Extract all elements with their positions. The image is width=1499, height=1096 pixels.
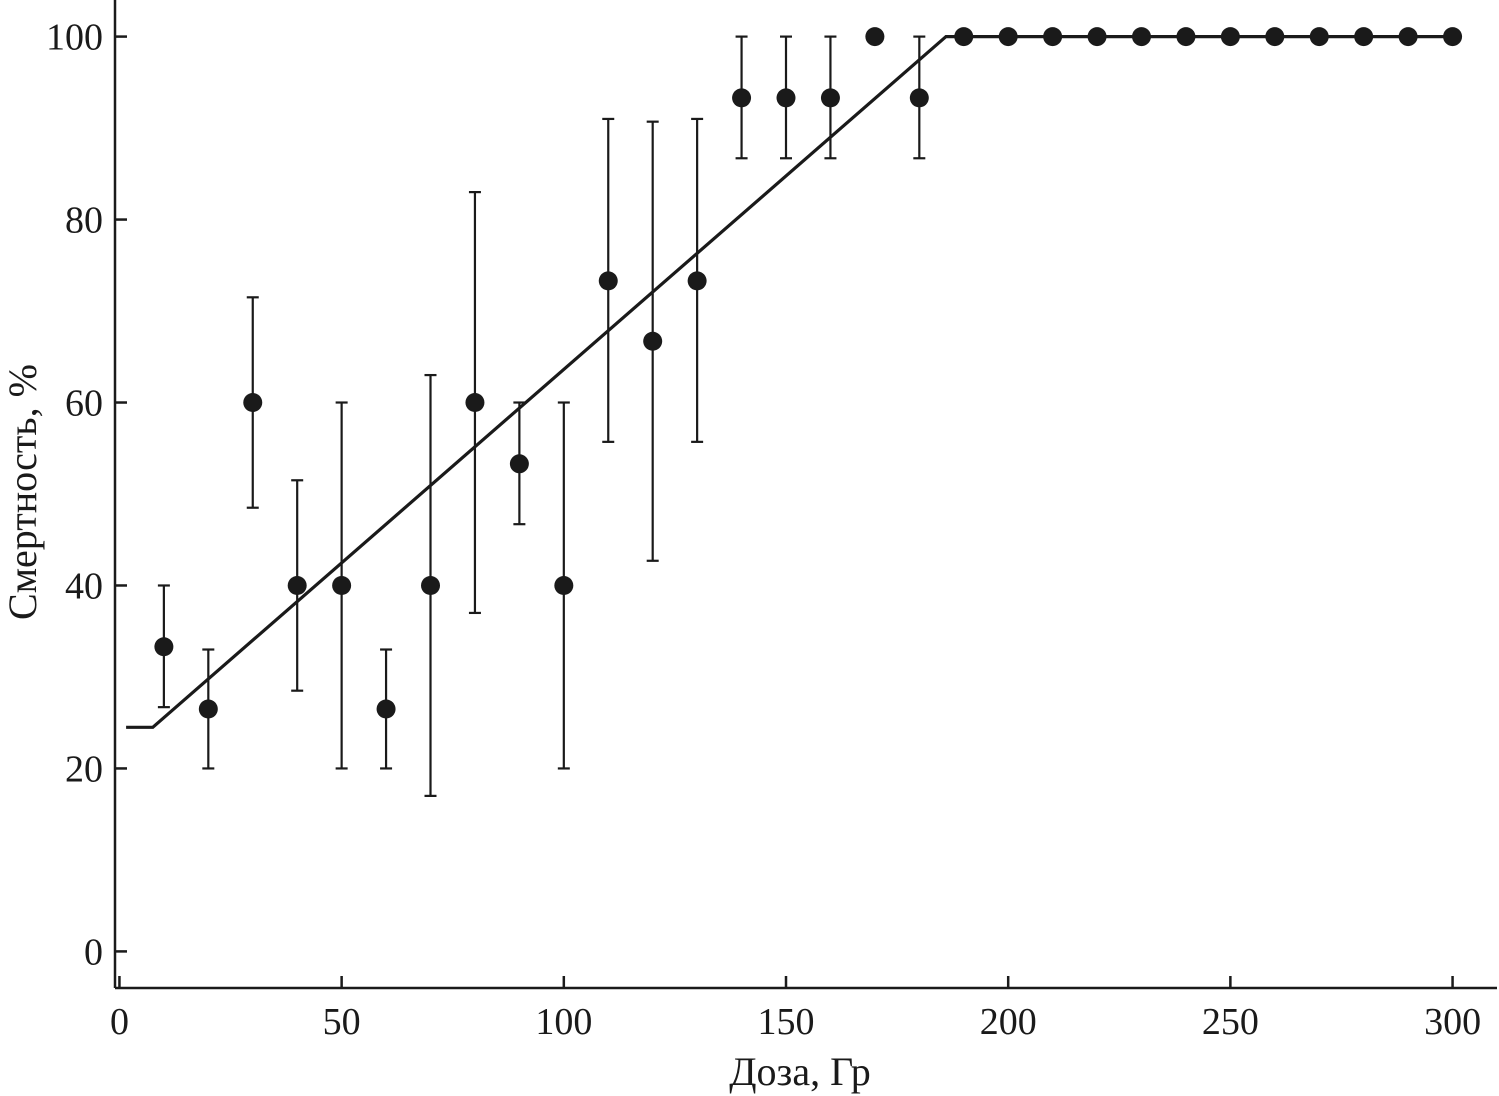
data-point — [332, 575, 352, 595]
x-tick-label-100: 100 — [535, 1001, 592, 1043]
data-point — [1265, 27, 1285, 47]
fit-line — [126, 34, 1453, 729]
x-tick-label-0: 0 — [110, 1001, 129, 1043]
x-tick-label-150: 150 — [758, 1001, 815, 1043]
data-point — [376, 699, 396, 719]
data-point — [687, 271, 707, 291]
data-point — [1176, 27, 1196, 47]
data-point — [1220, 27, 1240, 47]
data-point — [1443, 27, 1463, 47]
data-point — [998, 27, 1018, 47]
y-tick-label-80: 80 — [65, 200, 103, 242]
data-point — [1043, 27, 1063, 47]
y-tick-label-40: 40 — [65, 565, 103, 607]
data-point — [776, 88, 796, 108]
x-ticks: 0 50 100 150 200 250 300 — [110, 976, 1481, 1043]
y-axis-label: Смертность, % — [0, 364, 45, 620]
data-point — [643, 331, 663, 351]
x-tick-label-50: 50 — [323, 1001, 361, 1043]
data-series — [126, 27, 1463, 797]
data-point — [1087, 27, 1107, 47]
data-point — [421, 575, 441, 595]
x-tick-label-300: 300 — [1424, 1001, 1481, 1043]
x-tick-label-250: 250 — [1202, 1001, 1259, 1043]
data-point — [865, 27, 885, 47]
y-tick-label-60: 60 — [65, 383, 103, 425]
x-axis-label: Доза, Гр — [729, 1049, 870, 1094]
data-point — [732, 88, 752, 108]
data-point — [287, 575, 307, 595]
y-tick-label-20: 20 — [65, 748, 103, 790]
y-ticks: 0 20 40 60 80 100 — [46, 17, 127, 973]
data-point — [909, 88, 929, 108]
y-tick-label-0: 0 — [84, 931, 103, 973]
data-point — [509, 454, 529, 474]
y-tick-label-100: 100 — [46, 17, 103, 59]
data-point — [1309, 27, 1329, 47]
data-point — [598, 271, 618, 291]
data-point — [1398, 27, 1418, 47]
data-point — [243, 393, 263, 413]
data-point — [465, 393, 485, 413]
axes — [113, 0, 1497, 990]
data-point — [954, 27, 974, 47]
data-point — [554, 575, 574, 595]
data-point — [1354, 27, 1374, 47]
data-point — [198, 699, 218, 719]
data-point — [820, 88, 840, 108]
x-tick-label-200: 200 — [980, 1001, 1037, 1043]
data-point — [1132, 27, 1152, 47]
data-point — [154, 637, 174, 657]
